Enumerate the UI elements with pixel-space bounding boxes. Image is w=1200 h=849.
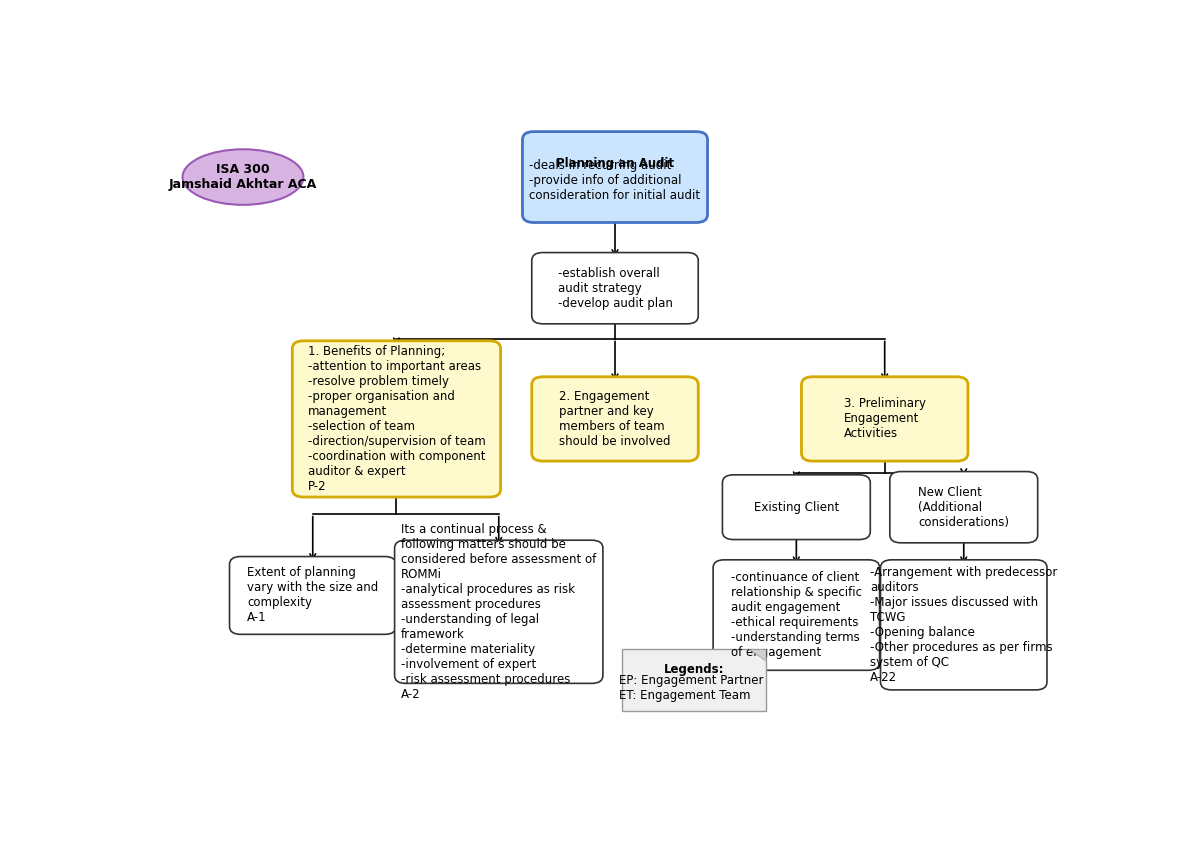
FancyBboxPatch shape [713,559,880,671]
Text: ISA 300
Jamshaid Akhtar ACA: ISA 300 Jamshaid Akhtar ACA [169,163,317,191]
FancyBboxPatch shape [802,377,968,461]
Text: EP: Engagement Partner
ET: Engagement Team: EP: Engagement Partner ET: Engagement Te… [619,674,763,702]
Text: 3. Preliminary
Engagement
Activities: 3. Preliminary Engagement Activities [844,397,925,441]
Text: Existing Client: Existing Client [754,501,839,514]
FancyBboxPatch shape [890,471,1038,543]
FancyBboxPatch shape [522,132,708,222]
FancyBboxPatch shape [622,649,766,711]
Text: -establish overall
audit strategy
-develop audit plan: -establish overall audit strategy -devel… [558,267,672,310]
FancyBboxPatch shape [395,540,602,683]
Text: Its a continual process &
following matters should be
considered before assessme: Its a continual process & following matt… [401,523,596,700]
Text: 2. Engagement
partner and key
members of team
should be involved: 2. Engagement partner and key members of… [559,390,671,448]
Text: 1. Benefits of Planning;
-attention to important areas
-resolve problem timely
-: 1. Benefits of Planning; -attention to i… [307,345,485,493]
Text: -continuance of client
relationship & specific
audit engagement
-ethical require: -continuance of client relationship & sp… [731,571,862,659]
Text: Legends:: Legends: [664,663,725,676]
Ellipse shape [182,149,304,205]
FancyBboxPatch shape [532,377,698,461]
Text: New Client
(Additional
considerations): New Client (Additional considerations) [918,486,1009,529]
Text: -Arrangement with predecessor
auditors
-Major issues discussed with
TCWG
-Openin: -Arrangement with predecessor auditors -… [870,566,1057,683]
FancyBboxPatch shape [722,475,870,540]
FancyBboxPatch shape [881,559,1046,690]
Polygon shape [749,649,766,661]
FancyBboxPatch shape [532,252,698,323]
FancyBboxPatch shape [293,340,500,497]
Text: -deals in recurring audit
-provide info of additional
consideration for initial : -deals in recurring audit -provide info … [529,160,701,202]
Text: Planning an Audit: Planning an Audit [556,157,674,170]
FancyBboxPatch shape [229,557,396,634]
Text: Extent of planning
vary with the size and
complexity
A-1: Extent of planning vary with the size an… [247,566,378,625]
